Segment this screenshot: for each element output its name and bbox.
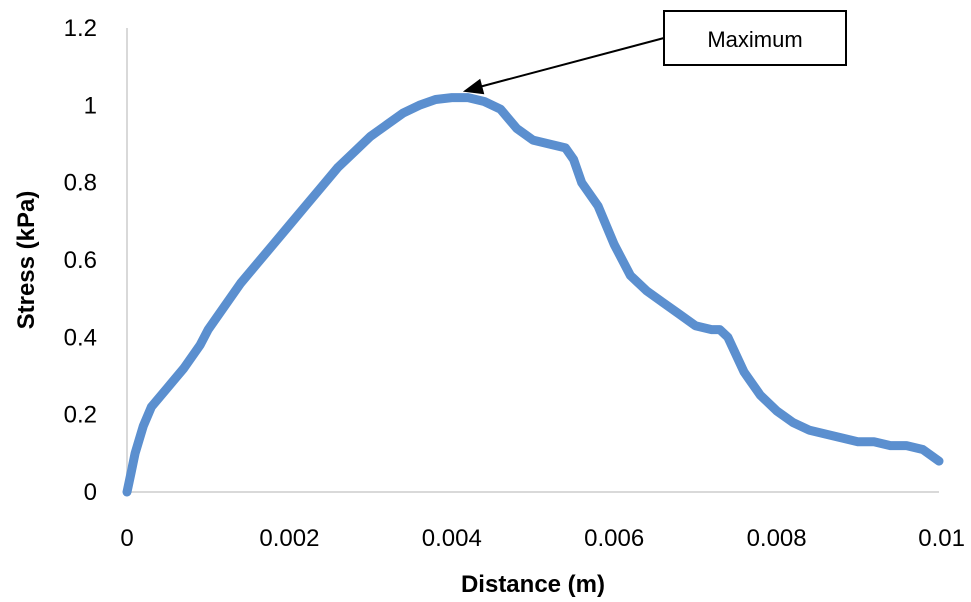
y-tick-label: 0.6	[64, 247, 97, 274]
x-tick-labels: 0 0.002 0.004 0.006 0.008 0.01	[120, 525, 965, 552]
x-tick-label: 0.002	[259, 525, 319, 552]
y-tick-label: 0.2	[64, 402, 97, 429]
y-axis-title: Stress (kPa)	[13, 191, 40, 330]
axes	[126, 28, 939, 493]
y-tick-labels: 0 0.2 0.4 0.6 0.8 1 1.2	[64, 15, 97, 506]
y-tick-label: 0.8	[64, 170, 97, 197]
annotation-arrowhead	[462, 78, 485, 95]
annotation-maximum: Maximum	[462, 10, 847, 95]
x-tick-label: 0.006	[584, 525, 644, 552]
y-tick-label: 0	[84, 479, 97, 506]
annotation-arrow	[476, 37, 665, 89]
x-tick-label: 0.01	[918, 525, 965, 552]
x-tick-label: 0	[120, 525, 133, 552]
y-tick-label: 1	[84, 92, 97, 119]
x-tick-label: 0.004	[422, 525, 482, 552]
series-layer	[122, 93, 944, 497]
series-line	[122, 93, 944, 497]
x-axis-title: Distance (m)	[461, 571, 605, 598]
y-tick-label: 0.4	[64, 324, 97, 351]
y-tick-label: 1.2	[64, 15, 97, 42]
x-tick-label: 0.008	[747, 525, 807, 552]
annotation-label: Maximum	[707, 27, 802, 52]
